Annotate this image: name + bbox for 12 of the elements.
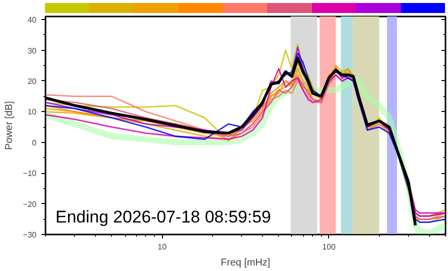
y-tick-label: 0: [32, 138, 38, 148]
y-axis-title: Power [dB]: [4, 100, 15, 150]
y-tick-label: −20: [22, 200, 38, 209]
y-tick-label: 10: [28, 108, 38, 117]
x-axis-title: Freq [mHz]: [220, 258, 270, 268]
y-tick-label: 20: [28, 76, 38, 86]
y-tick-label: −10: [22, 169, 38, 178]
x-tick-label: 100: [322, 242, 336, 252]
y-tick-label: −30: [22, 230, 38, 240]
annotation: Ending 2026-07-18 08:59:59: [56, 208, 272, 226]
y-tick-label: 40: [28, 16, 38, 25]
y-tick-label: 30: [28, 46, 38, 56]
